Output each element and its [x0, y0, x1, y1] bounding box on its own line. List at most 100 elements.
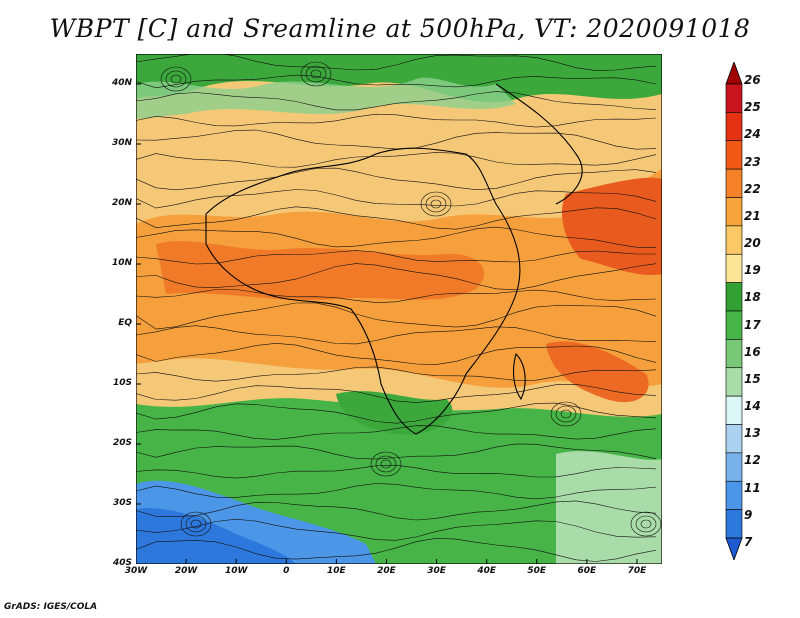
- vortex-ring: [635, 515, 657, 533]
- colorbar-segment: [725, 480, 743, 510]
- colorbar-segment: [725, 197, 743, 227]
- streamline: [136, 206, 657, 230]
- streamline: [136, 54, 657, 71]
- streamline: [136, 342, 657, 365]
- streamline: [136, 74, 657, 89]
- colorbar-level-label: 25: [744, 100, 761, 115]
- map-panel: [136, 54, 662, 564]
- streamline: [136, 402, 657, 424]
- vortex-ring: [640, 519, 652, 529]
- vortex-ring: [165, 70, 187, 88]
- colorbar-level-label: 15: [744, 371, 761, 386]
- lon-tick-label: 40E: [477, 566, 496, 576]
- streamline: [136, 383, 657, 403]
- vortex-ring: [555, 405, 577, 423]
- vortex-ring: [310, 69, 322, 79]
- vortex-ring: [560, 409, 572, 419]
- streamline: [136, 302, 657, 330]
- vortex-ring: [305, 65, 327, 83]
- streamlines: [136, 54, 662, 562]
- lon-tick-label: 60E: [577, 566, 597, 576]
- colorbar-level-label: 13: [744, 426, 761, 441]
- colorbar-segment: [725, 339, 743, 369]
- colorbar-segment: [725, 140, 743, 170]
- colorbar-segment: [725, 168, 743, 198]
- streamline: [136, 167, 657, 191]
- wbpt-region-north-lightgreen: [136, 77, 516, 119]
- chart-title: WBPT [C] and Sreamline at 500hPa, VT: 20…: [49, 14, 751, 43]
- streamline: [136, 537, 657, 562]
- lat-tick-label: EQ: [118, 318, 132, 328]
- wbpt-region-hot-tropics: [156, 241, 485, 301]
- colorbar-segment: [725, 225, 743, 255]
- colorbar-level-label: 17: [744, 317, 761, 332]
- lon-tick-label: 50E: [527, 566, 547, 576]
- wbpt-region-south-lightgreen: [556, 451, 662, 564]
- colorbar-level-label: 23: [744, 154, 761, 169]
- colorbar-level-label: 7: [744, 535, 753, 549]
- colorbar-bottom-arrow: [725, 537, 743, 560]
- footer-credit: GrADS: IGES/COLA: [4, 602, 98, 612]
- vortex-ring: [425, 195, 447, 213]
- colorbar-level-label: 16: [744, 344, 761, 359]
- streamline: [136, 483, 657, 500]
- lon-tick-label: 10W: [224, 566, 248, 576]
- colorbar: [725, 62, 743, 560]
- streamline: [136, 250, 656, 265]
- colorbar-segment: [725, 452, 743, 482]
- colorbar-segment: [725, 367, 743, 397]
- vortex-ring: [420, 191, 452, 217]
- vortex-ring: [370, 451, 402, 477]
- colorbar-segment: [725, 509, 743, 539]
- streamline: [136, 113, 657, 128]
- lat-tick-label: 30N: [111, 138, 132, 148]
- colorbar-level-label: 22: [744, 181, 761, 196]
- streamline: [136, 152, 657, 168]
- tick-marks: [136, 83, 638, 564]
- streamline: [136, 226, 657, 248]
- lat-tick-label: 40S: [112, 558, 132, 568]
- lon-tick-label: 70E: [627, 566, 647, 576]
- colorbar-segment: [725, 282, 743, 312]
- streamline: [136, 500, 657, 521]
- colorbar-level-label: 12: [744, 453, 761, 468]
- colorbar-level-label: 18: [744, 290, 761, 305]
- lon-tick-label: 30W: [124, 566, 148, 576]
- colorbar-segment: [725, 112, 743, 142]
- streamline: [136, 325, 657, 345]
- streamline: [136, 263, 657, 291]
- colorbar-level-label: 19: [744, 263, 761, 278]
- colorbar-level-label: 21: [744, 208, 761, 223]
- vortex-ring: [160, 66, 192, 92]
- lat-tick-label: 40N: [111, 78, 132, 88]
- colorbar-segment: [725, 424, 743, 454]
- colorbar-level-label: 11: [744, 480, 761, 495]
- vortex-ring: [375, 455, 397, 473]
- colorbar-level-label: 14: [744, 399, 761, 414]
- lat-tick-label: 20N: [111, 198, 132, 208]
- colorbar-segment: [725, 253, 743, 283]
- colorbar-level-label: 9: [744, 507, 753, 522]
- lon-tick-label: 20E: [377, 566, 396, 576]
- vortex-ring: [630, 511, 662, 537]
- colorbar-level-label: 26: [744, 73, 761, 87]
- streamline: [136, 289, 657, 303]
- streamline: [136, 518, 657, 541]
- streamline: [136, 443, 657, 460]
- wbpt-region-hot-indian: [561, 177, 662, 276]
- wbpt-region-hot-south: [546, 341, 649, 403]
- lon-tick-label: 30E: [427, 566, 446, 576]
- colorbar-segment: [725, 310, 743, 340]
- lon-tick-label: 10E: [327, 566, 346, 576]
- vortex-ring: [170, 74, 182, 84]
- vortex-ring: [550, 401, 582, 427]
- lon-tick-label: 0: [283, 566, 290, 576]
- lat-tick-label: 10N: [111, 258, 132, 268]
- coastlines: [205, 83, 583, 435]
- colorbar-top-arrow: [725, 62, 743, 85]
- vortex-ring: [190, 519, 202, 529]
- streamline: [136, 425, 657, 440]
- streamline: [136, 189, 657, 209]
- wbpt-region-north-green: [136, 54, 662, 103]
- vortex-ring: [180, 511, 212, 537]
